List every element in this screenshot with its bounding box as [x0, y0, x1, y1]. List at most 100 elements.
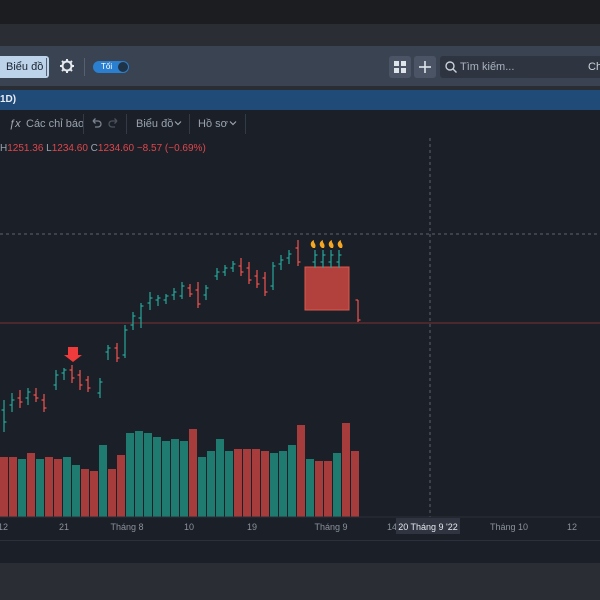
high-key: H [0, 143, 8, 154]
price-bar [122, 325, 128, 358]
x-tick-label: 10 [184, 522, 194, 532]
toolbar-divider [126, 114, 127, 134]
volume-bar [306, 459, 314, 517]
volume-bar [108, 469, 116, 517]
price-bar [286, 250, 292, 264]
grid-icon [394, 61, 406, 73]
volume-bar [180, 441, 188, 517]
search-input[interactable]: Tìm kiếm... [440, 56, 600, 78]
price-bar [53, 370, 59, 390]
volume-bar [135, 431, 143, 517]
volume-bar [333, 453, 341, 517]
toolbar-divider [245, 114, 246, 134]
price-bar [312, 250, 318, 268]
x-tick-label: 14 [387, 522, 397, 532]
fx-icon[interactable]: ƒx [9, 118, 21, 130]
theme-toggle-label: Tối [101, 62, 113, 71]
volume-bar [72, 465, 80, 517]
volume-bar [315, 461, 323, 517]
volume-bar [342, 423, 350, 517]
search-placeholder: Tìm kiếm... [460, 61, 515, 73]
volume-bar [189, 429, 197, 517]
undo-icon[interactable] [89, 116, 103, 130]
close-key: C [90, 143, 98, 154]
gear-icon[interactable] [59, 58, 75, 74]
volume-bar [288, 445, 296, 517]
volume-bar [153, 437, 161, 517]
volume-bar [270, 453, 278, 517]
indicators-button[interactable]: Các chỉ báo [26, 118, 85, 130]
volume-bar [63, 457, 71, 517]
flame-marker-icon [319, 240, 325, 248]
price-bar [238, 258, 244, 276]
price-bar [203, 285, 209, 300]
volume-bar [171, 439, 179, 517]
window-footer [0, 563, 600, 600]
nav-chart-button[interactable]: Biểu đồ [0, 56, 50, 78]
chevron-down-icon [174, 121, 182, 126]
price-bar [33, 388, 39, 402]
volume-bar [45, 457, 53, 517]
volume-bar [99, 445, 107, 517]
volume-bar [297, 425, 305, 517]
redo-icon[interactable] [107, 116, 121, 130]
toggle-knob [118, 62, 128, 72]
price-bar [320, 250, 326, 268]
window-top-bar [0, 0, 600, 24]
add-button[interactable] [414, 56, 436, 78]
price-bar [77, 370, 83, 390]
price-bar [41, 394, 47, 412]
volume-bar [216, 439, 224, 517]
price-bar [163, 294, 169, 304]
chart-bottom-bar [0, 540, 600, 563]
volume-bar [234, 449, 242, 517]
price-bar [130, 312, 136, 330]
low-key: L [46, 143, 52, 154]
volume-bar [207, 451, 215, 517]
x-tick-label: 12 [0, 522, 8, 532]
price-bar [105, 345, 111, 360]
price-chart[interactable]: 12 21 Tháng 8 10 19 Tháng 9 14 Tháng 10 12 20 Th… [0, 110, 600, 540]
close-value: 1234.60 [97, 143, 135, 154]
window-title-area [0, 24, 600, 46]
crosshair-date-label-bg [396, 518, 460, 534]
volume-bar [144, 433, 152, 517]
price-bar [1, 400, 7, 432]
toolbar-divider [189, 114, 190, 134]
price-bar [230, 261, 236, 272]
volume-bar [261, 451, 269, 517]
price-bar [69, 365, 75, 383]
price-bar [171, 288, 177, 300]
flame-marker-icon [328, 240, 334, 248]
price-bar [61, 368, 67, 380]
volume-bar [18, 459, 26, 517]
ohlc-legend: H1251.36 L1234.60 C1234.60 −8.57 (−0.69%… [0, 143, 206, 155]
x-tick-label: 19 [247, 522, 257, 532]
down-arrow-marker-icon [64, 347, 82, 362]
volume-bar [225, 451, 233, 517]
volume-bar [198, 457, 206, 517]
volume-bar [351, 451, 359, 517]
x-tick-label: Tháng 9 [314, 522, 347, 532]
price-bar [9, 393, 15, 412]
x-tick-label: 21 [59, 522, 69, 532]
annotation-box[interactable] [304, 266, 350, 311]
nav-cut-off-label[interactable]: Ch [588, 61, 600, 73]
nav-divider [84, 58, 85, 76]
layout-grid-button[interactable] [389, 56, 411, 78]
price-bar [262, 272, 268, 296]
volume-bars [0, 423, 359, 517]
profile-menu-button[interactable]: Hồ sơ [198, 118, 228, 130]
volume-bar [54, 459, 62, 517]
price-bar [147, 292, 153, 310]
price-bar [138, 303, 144, 328]
price-bar [278, 255, 284, 270]
chart-menu-button[interactable]: Biểu đồ [136, 118, 174, 130]
theme-toggle[interactable]: Tối [93, 61, 129, 73]
toolbar-divider [83, 114, 84, 134]
plus-icon [419, 61, 431, 73]
event-markers [310, 240, 343, 248]
price-bars [1, 240, 361, 432]
price-bar [328, 250, 334, 268]
volume-bar [252, 449, 260, 517]
